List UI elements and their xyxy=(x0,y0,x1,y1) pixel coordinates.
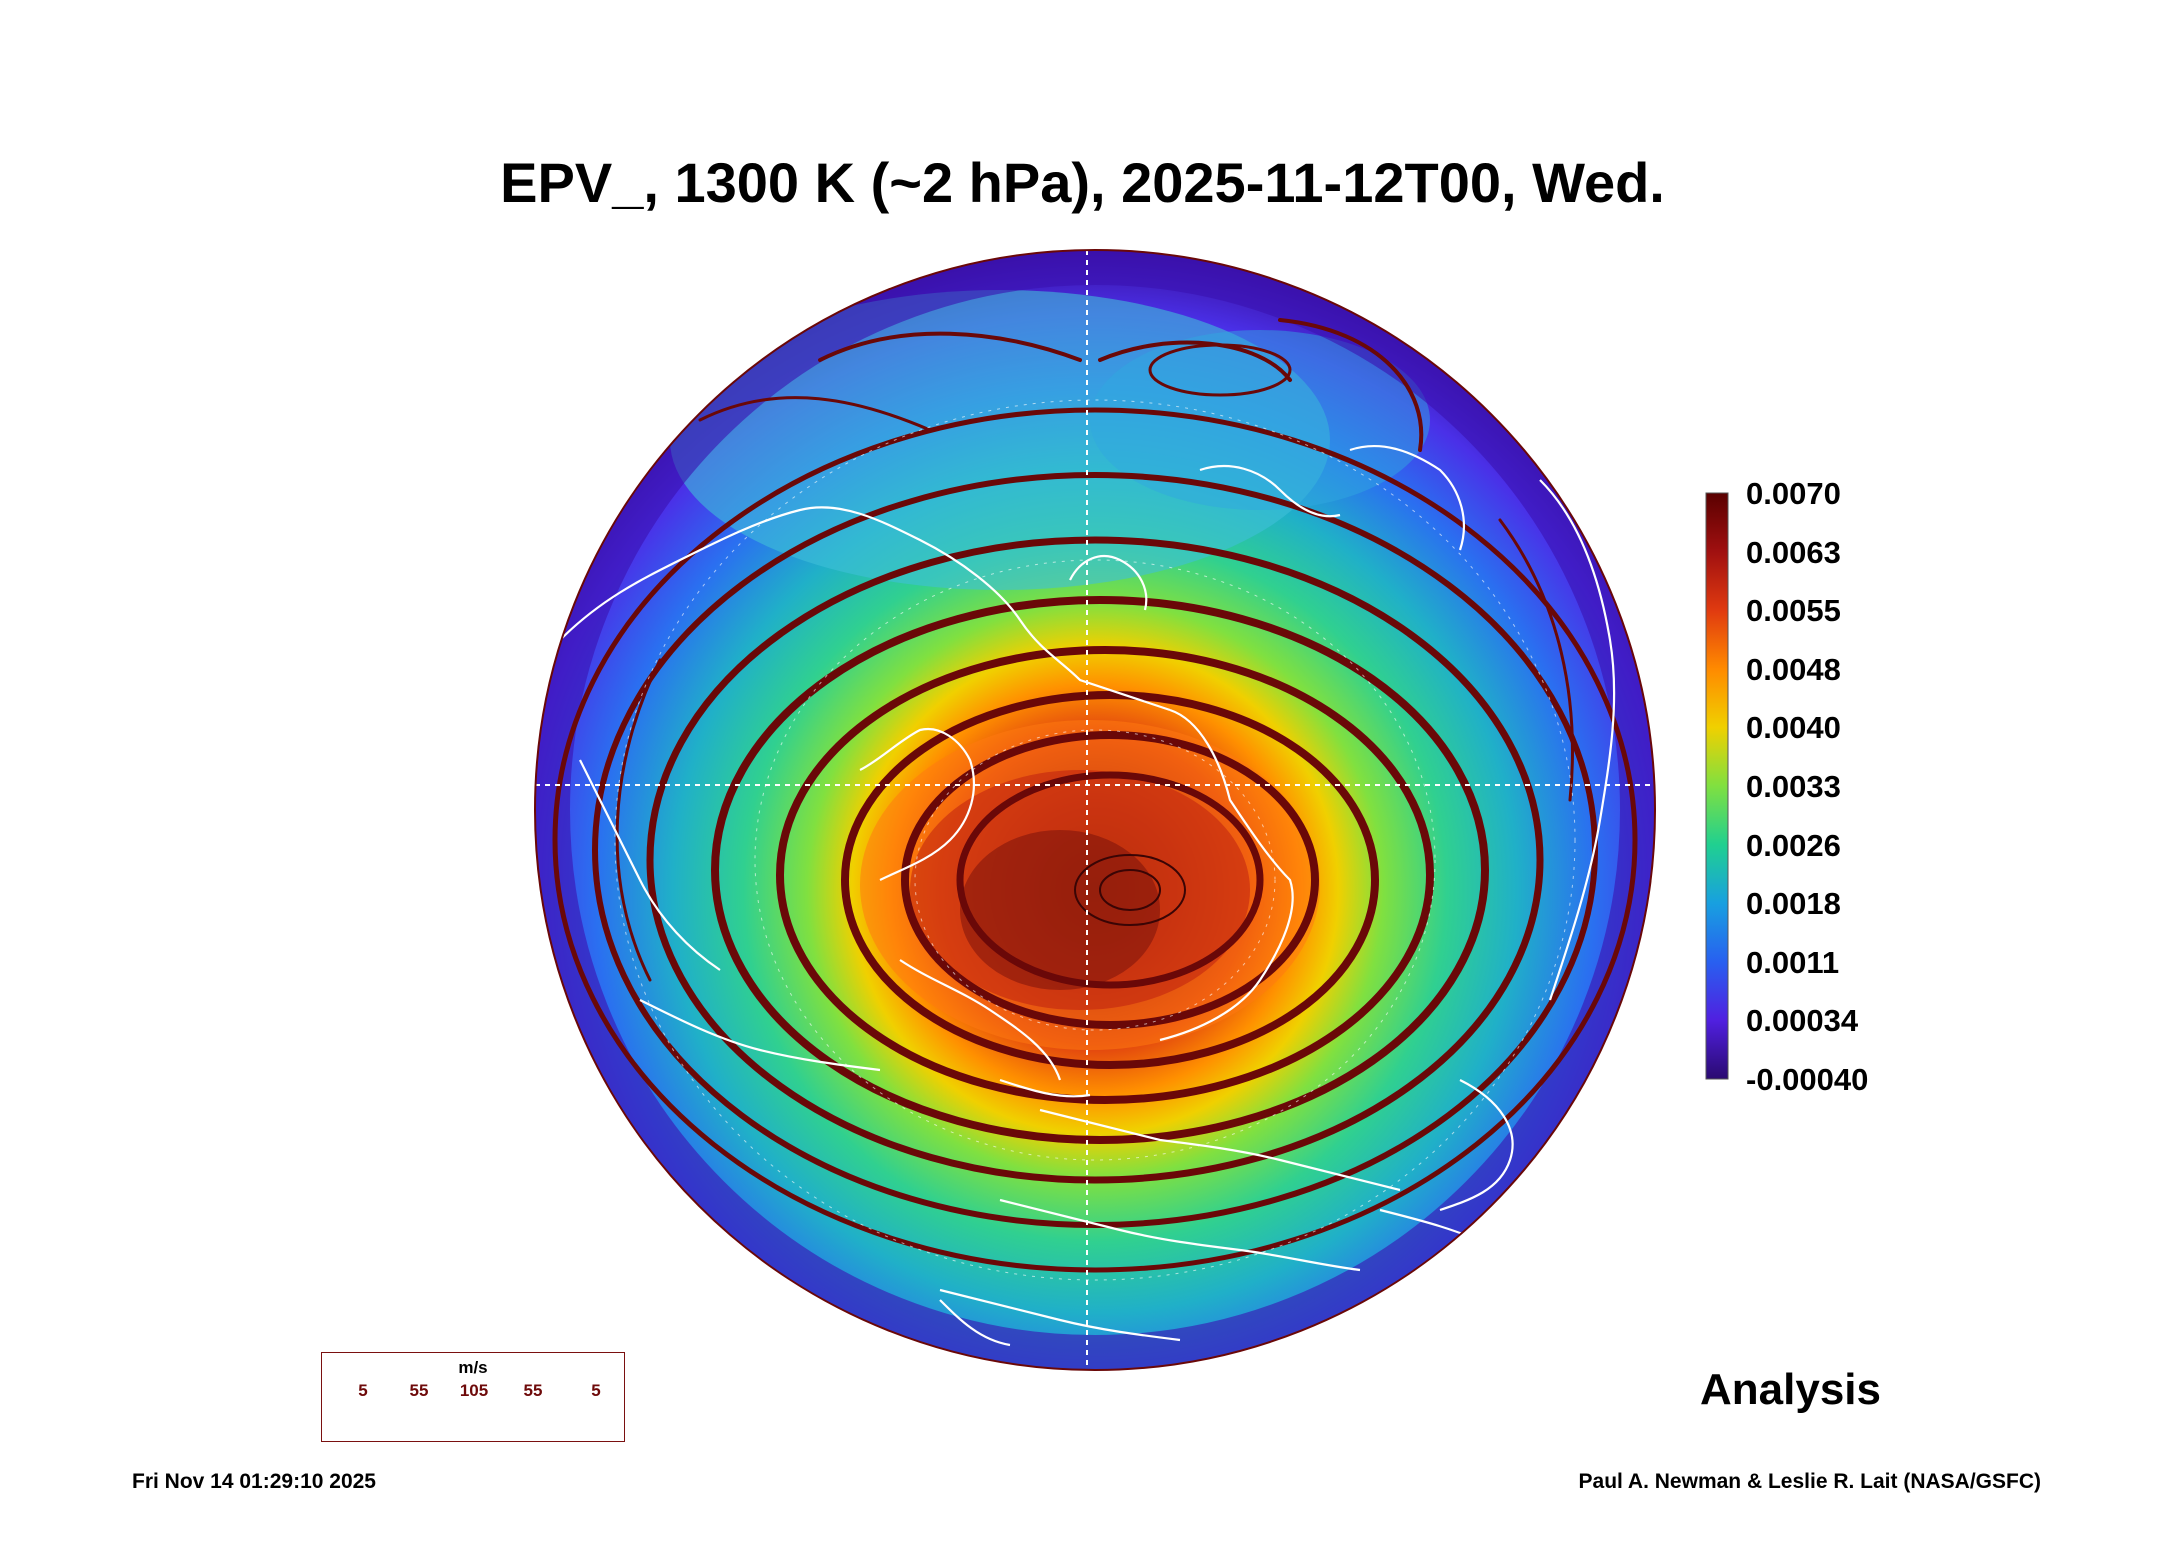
colorbar-label: 0.0063 xyxy=(1746,534,1841,570)
legend-unit: m/s xyxy=(458,1358,488,1377)
colorbar-label: 0.0018 xyxy=(1746,886,1841,922)
plot-title: EPV_, 1300 K (~2 hPa), 2025-11-12T00, We… xyxy=(500,151,1665,214)
colorbar xyxy=(1705,492,1729,1080)
colorbar-label: 0.0033 xyxy=(1746,769,1841,804)
vortex-center-swirl xyxy=(1074,854,1186,926)
legend-tick: 55 xyxy=(523,1381,543,1400)
coastlines xyxy=(559,445,1616,1347)
colorbar-label: -0.00040 xyxy=(1746,1062,1869,1097)
legend-tick: 55 xyxy=(409,1381,429,1400)
credit: Paul A. Newman & Leslie R. Lait (NASA/GS… xyxy=(1578,1470,2041,1493)
colorbar-label: 0.0070 xyxy=(1746,476,1841,511)
colorbar-label: 0.0055 xyxy=(1746,593,1841,629)
legend-tick: 105 xyxy=(459,1381,489,1400)
legend-tick: 5 xyxy=(358,1381,368,1400)
vector-legend: m/s 5 55 105 55 5 xyxy=(321,1352,625,1442)
colorbar-label: 0.0040 xyxy=(1746,710,1841,746)
timestamp: Fri Nov 14 01:29:10 2025 xyxy=(132,1470,376,1493)
latitude-circles xyxy=(614,399,1576,1281)
colorbar-label: 0.0048 xyxy=(1746,651,1841,687)
colorbar-label: 0.00034 xyxy=(1746,1003,1859,1039)
globe-edge xyxy=(534,249,1656,1371)
panel-label: Analysis xyxy=(1700,1365,1881,1414)
colorbar-label: 0.0026 xyxy=(1746,827,1841,863)
graticule xyxy=(535,250,1655,1370)
colorbar-label: 0.0011 xyxy=(1746,944,1840,980)
legend-tick: 5 xyxy=(591,1381,601,1400)
